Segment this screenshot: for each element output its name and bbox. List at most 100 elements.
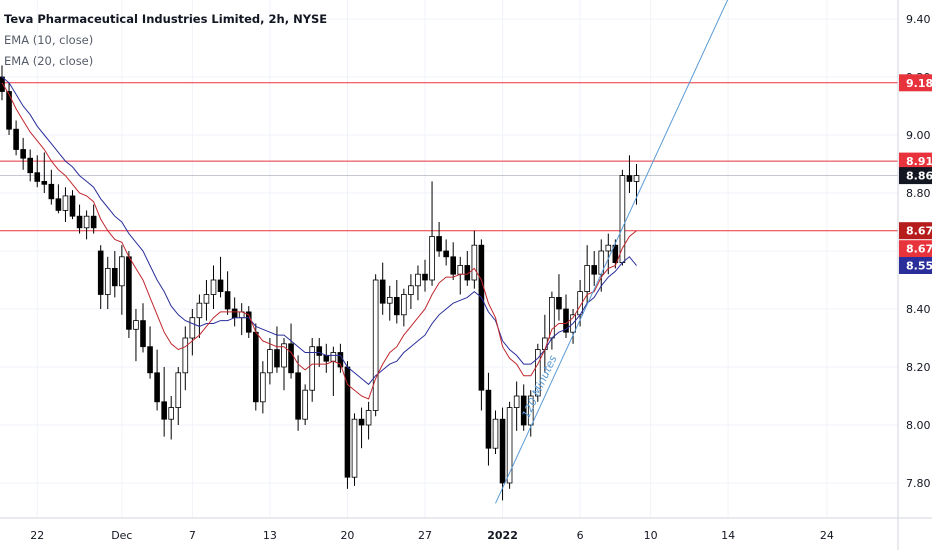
- candle-body: [478, 244, 485, 391]
- price-tick-label: 9.40: [906, 13, 931, 26]
- candle-body: [210, 279, 217, 295]
- candle-body: [34, 172, 41, 182]
- ema20-legend[interactable]: EMA (20, close): [4, 54, 94, 68]
- candle-body: [443, 250, 449, 258]
- candle-body: [224, 291, 231, 310]
- candle-body: [309, 346, 315, 391]
- candle-body: [83, 215, 90, 229]
- candle-body: [288, 343, 294, 374]
- candle-body: [535, 349, 541, 397]
- price-badge[interactable]: [899, 167, 932, 185]
- candle-body: [408, 285, 414, 295]
- candle-body: [295, 372, 301, 420]
- candle-body: [133, 320, 139, 330]
- time-tick-label: Dec: [111, 529, 132, 542]
- trendline[interactable]: 120 Minutes: [495, 0, 729, 504]
- symbol-title[interactable]: Teva Pharmaceutical Industries Limited, …: [4, 12, 328, 26]
- candle-body: [563, 308, 569, 333]
- candle-body: [549, 296, 555, 339]
- candle-body: [520, 395, 527, 426]
- candle-body: [140, 320, 146, 348]
- price-badge-label: 8.55: [906, 260, 932, 273]
- candle-body: [365, 410, 372, 426]
- candle-body: [112, 267, 118, 287]
- candle-body: [41, 180, 48, 185]
- candle-body: [372, 279, 379, 411]
- candle-body: [260, 372, 266, 403]
- candle-body: [182, 337, 189, 374]
- candle-body: [302, 389, 308, 420]
- candle-body: [422, 273, 428, 281]
- candle-body: [168, 407, 175, 420]
- candle-body: [506, 407, 513, 484]
- candle-body: [612, 244, 619, 263]
- candle-body: [20, 149, 26, 159]
- price-badge-label: 8.67: [906, 225, 932, 238]
- ema10-line: [1, 82, 637, 400]
- candle-body: [104, 267, 111, 295]
- candle-body: [274, 349, 280, 368]
- candle-body: [415, 273, 421, 287]
- candle-body: [351, 418, 358, 478]
- candle-body: [13, 128, 19, 150]
- candle-body: [429, 236, 435, 281]
- ema20-line: [1, 76, 637, 386]
- ema10-legend[interactable]: EMA (10, close): [4, 33, 94, 47]
- candle-body: [126, 256, 132, 330]
- candle-body: [499, 418, 506, 484]
- candle-body: [330, 352, 337, 362]
- price-tick-label: 8.20: [906, 361, 931, 374]
- candle-body: [591, 265, 597, 275]
- price-tick-label: 7.80: [906, 477, 931, 490]
- price-badge[interactable]: [899, 257, 932, 274]
- candle-body: [267, 349, 273, 374]
- candle-body: [55, 198, 62, 211]
- time-tick-label: 22: [30, 529, 44, 542]
- candle-body: [147, 346, 153, 374]
- candle-body: [231, 308, 238, 319]
- price-badge[interactable]: [899, 240, 932, 258]
- time-tick-label: 27: [418, 529, 432, 542]
- price-tick-label: 8.80: [906, 187, 931, 200]
- time-tick-label: 13: [263, 529, 277, 542]
- candle-body: [457, 265, 464, 275]
- candle-body: [492, 418, 499, 449]
- price-tick-label: 8.00: [906, 419, 931, 432]
- price-badge[interactable]: [899, 74, 932, 92]
- candle-body: [217, 279, 224, 292]
- candle-body: [0, 76, 5, 92]
- candle-body: [154, 372, 160, 403]
- candle-body: [76, 215, 83, 229]
- price-badge-label: 8.91: [906, 155, 932, 168]
- candle-body: [527, 395, 534, 426]
- price-badge[interactable]: [899, 222, 932, 240]
- candle-body: [584, 265, 590, 293]
- horizontal-levels[interactable]: [0, 82, 898, 232]
- candle-body: [62, 195, 69, 211]
- candle-body: [203, 294, 210, 304]
- time-tick-label: 7: [189, 529, 196, 542]
- candle-body: [119, 256, 125, 287]
- candle-body: [401, 294, 407, 316]
- candle-body: [48, 183, 55, 200]
- candle-body: [619, 175, 626, 264]
- candle-body: [161, 401, 167, 420]
- chart-legend: Teva Pharmaceutical Industries Limited, …: [4, 9, 327, 72]
- candle-body: [316, 346, 323, 356]
- price-badge-label: 9.18: [906, 77, 932, 90]
- time-tick-label: 6: [577, 529, 584, 542]
- candle-body: [379, 279, 386, 304]
- price-badge-label: 8.67: [906, 243, 932, 256]
- price-badge[interactable]: [899, 152, 932, 170]
- ema-lines: [1, 76, 637, 400]
- candle-body: [450, 256, 456, 275]
- candle-body: [556, 296, 562, 310]
- trendline-120-minutes[interactable]: [495, 0, 729, 504]
- candle-body: [386, 296, 393, 304]
- candle-body: [633, 175, 640, 182]
- candle-body: [27, 157, 33, 174]
- time-tick-label: 2022: [487, 529, 518, 542]
- candle-body: [97, 250, 104, 295]
